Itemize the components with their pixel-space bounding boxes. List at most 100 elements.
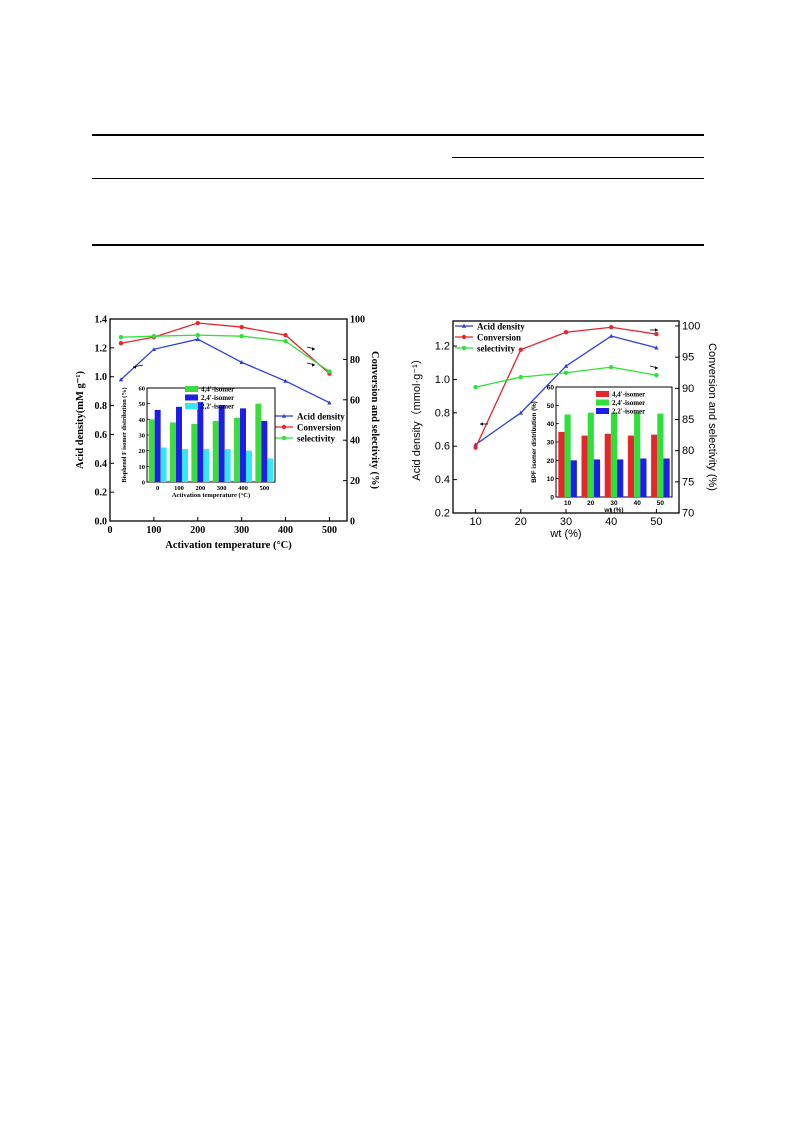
x-tick-label: 400 (278, 525, 293, 536)
inset-bar (558, 431, 565, 497)
inset-x-tick-label: 20 (587, 500, 595, 507)
y2-axis-label: Conversion and selectivity (%) (706, 343, 718, 491)
inset-bar (218, 405, 225, 482)
inset-bar (570, 460, 577, 497)
inset-bar (604, 433, 611, 497)
legend-marker (281, 413, 287, 418)
series-line-conversion (120, 322, 330, 375)
inset-legend-label: 4,4'-isomer (201, 386, 234, 394)
series-line-acid-density (120, 338, 330, 404)
data-point (283, 339, 288, 344)
inset-bar (627, 435, 635, 497)
inset-bar (617, 459, 624, 497)
legend-label: Acid density (477, 322, 525, 332)
inset-bar (191, 424, 198, 482)
data-point (563, 370, 569, 375)
inset-bar (160, 447, 167, 482)
inset-bar (267, 458, 274, 482)
inset-bar (148, 419, 155, 482)
table-subheader-rule (452, 157, 704, 158)
inset-y-tick-label: 20 (139, 448, 146, 455)
y2-tick-label: 0 (350, 517, 355, 528)
series-line-selectivity (475, 366, 657, 388)
axis-arrow-head (312, 363, 315, 367)
table-header-rule (92, 178, 704, 179)
x-axis-label: Activation temperature (°C) (165, 540, 292, 551)
data-point (473, 384, 478, 390)
y-tick-label: 0.0 (95, 517, 108, 528)
data-point (195, 332, 200, 338)
inset-bar (240, 408, 246, 482)
y2-tick-label: 100 (350, 315, 365, 326)
data-point (563, 330, 569, 335)
y-tick-label: 0.2 (435, 508, 450, 520)
inset-bar (261, 420, 268, 482)
axis-arrow-head (480, 422, 483, 426)
inset-bar (663, 458, 670, 497)
data-point (609, 333, 614, 338)
legend-marker (461, 334, 467, 340)
inset-y-axis-label: Bisphenol F isomer distribution (%) (121, 387, 128, 482)
y2-tick-label: 95 (682, 352, 694, 364)
y-tick-label: 1.4 (95, 315, 108, 326)
inset-legend-swatch (596, 399, 609, 406)
axis-arrow-head (312, 347, 315, 351)
inset-legend-label: 4,4'-isomer (612, 391, 645, 399)
series-line-selectivity (120, 334, 330, 373)
data-point (239, 360, 244, 365)
inset-x-tick-label: 40 (634, 500, 642, 507)
inset-legend-swatch (596, 408, 609, 414)
inset-bar (581, 435, 588, 497)
y-tick-label: 0.8 (95, 401, 108, 412)
inset-bar (640, 458, 647, 497)
data-point (151, 347, 157, 352)
inset-bar (154, 409, 161, 482)
inset-bar (170, 422, 177, 482)
data-point (239, 324, 244, 330)
y2-tick-label: 90 (682, 383, 694, 395)
y-tick-label: 1.2 (95, 343, 108, 354)
data-point (473, 445, 478, 450)
data-point (118, 377, 124, 382)
legend-marker (281, 424, 287, 430)
y2-tick-label: 60 (350, 395, 360, 406)
x-tick-label: 500 (322, 525, 337, 536)
data-point (327, 369, 332, 374)
data-point (195, 337, 200, 341)
inset-legend-swatch (185, 394, 198, 401)
inset-y-tick-label: 40 (139, 417, 146, 424)
inset-x-tick-label: 200 (195, 485, 205, 492)
data-point (195, 320, 200, 326)
inset-bar (610, 412, 618, 497)
x-tick-label: 30 (560, 516, 572, 528)
data-point (118, 334, 124, 340)
y-axis-label: Acid density（mmol·g⁻¹） (410, 353, 423, 480)
inset-bar (245, 450, 252, 482)
inset-frame (146, 387, 276, 483)
y2-tick-label: 80 (682, 445, 694, 457)
inset-bar (634, 412, 641, 497)
inset-x-tick-label: 10 (564, 500, 572, 507)
y2-tick-label: 85 (682, 414, 694, 426)
table-top-rule (92, 134, 704, 136)
data-point (327, 400, 332, 405)
inset-bar (255, 403, 262, 482)
inset-legend-label: 2,4'-isomer (201, 394, 234, 402)
data-point (118, 341, 124, 346)
x-tick-label: 40 (605, 516, 617, 528)
inset-bar (564, 414, 571, 497)
data-point (563, 363, 569, 368)
chart-loading-wt: 10 20 30 40 50 0.2 0.4 0.6 0.8 1.0 1.2 70 75 80 85 90 95… (410, 320, 718, 540)
inset-x-tick-label: 50 (657, 500, 665, 507)
inset-x-tick-label: 100 (174, 485, 184, 492)
plot-frame (109, 318, 348, 522)
y2-tick-label: 70 (682, 508, 694, 520)
inset-y-tick-label: 50 (139, 401, 146, 408)
legend-label: selectivity (477, 344, 515, 354)
axis-arrow-head (133, 365, 136, 369)
legend-marker (461, 323, 467, 328)
inset-x-tick-label: 30 (610, 500, 618, 507)
y-tick-label: 1.0 (435, 374, 450, 386)
inset-bar (593, 459, 601, 497)
x-axis-label: wt (%) (549, 528, 581, 540)
